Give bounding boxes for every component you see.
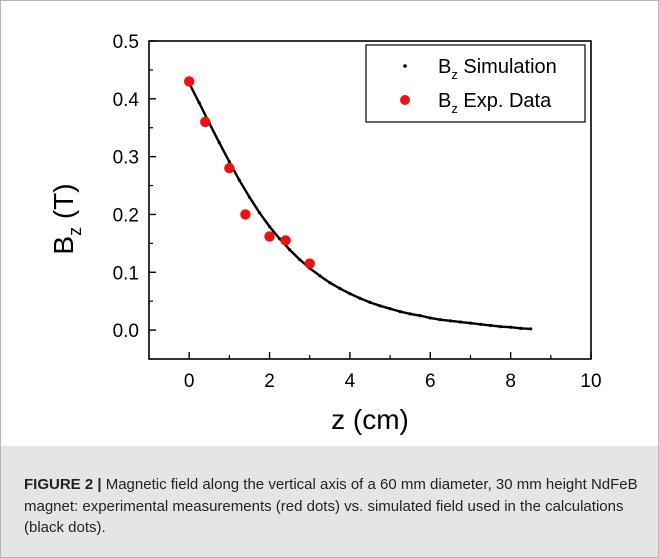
simulation-point: [388, 307, 392, 311]
simulation-point: [197, 101, 201, 105]
x-tick-label: 0: [184, 371, 195, 392]
simulation-point: [478, 322, 483, 326]
experimental-point: [280, 235, 291, 246]
legend: Bz Simulation Bz Exp. Data: [365, 44, 586, 123]
x-tick-label: 2: [264, 371, 275, 392]
simulation-point: [408, 312, 412, 316]
simulation-point: [378, 304, 382, 308]
x-axis: 0 2 4 6 8 10: [148, 352, 602, 392]
simulation-point: [509, 325, 513, 329]
experimental-point: [240, 209, 251, 220]
y-axis: 0.0 0.1 0.2 0.3 0.4 0.5: [113, 32, 156, 360]
y-axis-label: Bz (T): [48, 183, 85, 254]
legend-experimental-label: Bz Exp. Data: [438, 90, 552, 116]
simulation-point: [318, 274, 322, 278]
y-tick-label: 0.5: [113, 32, 139, 53]
chart-svg: 0 2 4 6 8 10 0.0 0.1 0.2 0.3 0.4 0.5 z (cm) Bz (T)…: [48, 32, 602, 435]
x-tick-label: 10: [580, 371, 601, 392]
chart-area: 0 2 4 6 8 10 0.0 0.1 0.2 0.3 0.4 0.5 z (cm) Bz (T)…: [1, 1, 658, 446]
simulation-point: [348, 292, 352, 296]
caption-label: FIGURE 2 |: [24, 476, 102, 493]
simulation-point: [458, 320, 463, 324]
legend-box: [365, 44, 586, 123]
simulation-point: [398, 309, 402, 314]
experimental-point: [304, 258, 315, 269]
experimental-series: [183, 76, 315, 269]
x-tick-label: 8: [505, 371, 516, 392]
simulation-point: [488, 323, 493, 328]
simulation-point: [418, 314, 422, 318]
simulation-point: [217, 141, 221, 145]
experimental-point: [224, 163, 235, 174]
simulation-point: [227, 160, 231, 164]
legend-simulation-marker: [403, 64, 407, 68]
y-tick-label: 0.3: [113, 148, 139, 169]
plot-frame: [148, 40, 592, 360]
simulation-point: [529, 327, 533, 331]
simulation-point: [498, 325, 503, 329]
simulation-point: [519, 326, 523, 330]
simulation-point: [257, 211, 262, 215]
y-tick-label: 0.0: [113, 321, 139, 342]
simulation-point: [277, 237, 282, 241]
x-tick-label: 6: [425, 371, 436, 392]
y-tick-label: 0.2: [113, 205, 139, 226]
caption-text: Magnetic field along the vertical axis o…: [24, 476, 638, 536]
legend-simulation-label: Bz Simulation: [438, 56, 557, 82]
simulation-point: [267, 224, 272, 229]
simulation-point: [247, 195, 252, 199]
experimental-point: [200, 116, 211, 128]
simulation-point: [338, 286, 342, 291]
simulation-point: [328, 281, 332, 285]
experimental-point: [183, 76, 195, 87]
y-tick-label: 0.1: [113, 263, 139, 284]
x-axis-label: z (cm): [331, 404, 409, 435]
simulation-point: [358, 296, 362, 300]
simulation-point: [237, 178, 242, 182]
figure-caption: FIGURE 2 | Magnetic field along the vert…: [1, 446, 658, 557]
x-tick-label: 4: [345, 371, 356, 392]
simulation-point: [438, 318, 442, 322]
experimental-point: [264, 231, 275, 242]
simulation-point: [448, 319, 452, 323]
y-tick-label: 0.4: [113, 90, 140, 111]
simulation-point: [468, 321, 473, 325]
simulation-point: [368, 300, 372, 304]
simulation-point: [428, 316, 432, 320]
legend-experimental-marker: [400, 95, 410, 105]
simulation-point: [288, 248, 292, 252]
simulation-point: [298, 257, 302, 262]
